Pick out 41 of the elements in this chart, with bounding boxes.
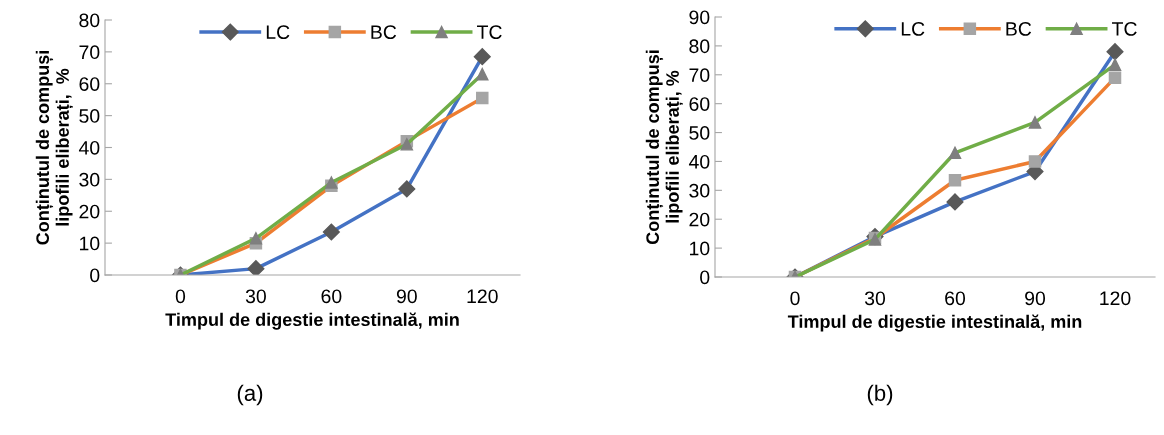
- y-tick-label: 70: [79, 45, 100, 60]
- legend-label: TC: [1112, 22, 1137, 36]
- legend-label: LC: [266, 25, 290, 40]
- y-tick-label: 90: [689, 10, 710, 25]
- y-tick-label: 70: [689, 68, 710, 83]
- y-axis-title: Conținutul de compuși lipofili eliberați, %: [35, 50, 73, 245]
- text: (a): [237, 384, 263, 406]
- x-tick-label: 120: [467, 289, 498, 304]
- y-tick-label: 80: [689, 39, 710, 54]
- legend-label: BC: [1006, 22, 1032, 36]
- y-tick-label: 60: [79, 77, 100, 91]
- y-axis-title: Conținutul de compuși lipofili eliberați, %: [645, 50, 683, 245]
- x-tick-label: 30: [864, 291, 886, 306]
- y-tick-label: 50: [79, 109, 100, 123]
- legend-label: LC: [901, 22, 925, 36]
- y-tick-label: 10: [80, 236, 100, 251]
- text: (b): [867, 384, 893, 406]
- y-tick-label: 50: [689, 126, 710, 140]
- y-tick-label: 30: [79, 172, 100, 187]
- y-tick-label: 20: [689, 212, 710, 227]
- x-axis-title: Timpul de digestie intestinală, min: [787, 314, 1082, 332]
- y-tick-label: 60: [689, 97, 710, 111]
- y-tick-label: 10: [690, 241, 710, 256]
- x-tick-label: 0: [175, 289, 186, 304]
- y-tick-label: 20: [79, 204, 100, 219]
- x-tick-label: 60: [321, 289, 342, 304]
- y-tick-label: 30: [689, 183, 710, 198]
- x-tick-label: 30: [245, 289, 266, 304]
- x-axis-title: Timpul de digestie intestinală, min: [165, 312, 459, 330]
- x-tick-label: 0: [790, 291, 800, 306]
- y-tick-label: 0: [700, 270, 710, 285]
- y-tick-label: 40: [688, 154, 710, 169]
- x-tick-label: 60: [945, 291, 966, 306]
- y-tick-label: 40: [78, 140, 100, 155]
- y-tick-label: 0: [90, 268, 100, 283]
- legend-label: TC: [477, 25, 502, 40]
- x-tick-label: 120: [1100, 291, 1131, 306]
- x-tick-label: 90: [396, 289, 417, 304]
- y-tick-label: 80: [79, 13, 100, 28]
- legend-label: BC: [371, 25, 397, 40]
- x-tick-label: 90: [1025, 291, 1046, 306]
